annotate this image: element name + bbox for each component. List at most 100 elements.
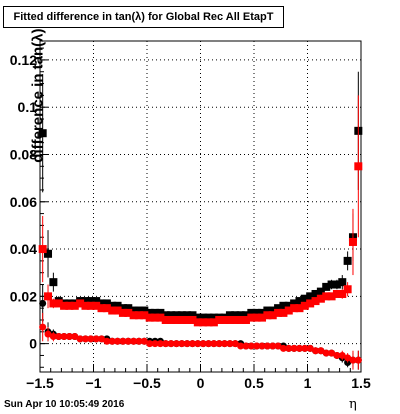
data-point-circle — [162, 340, 170, 348]
data-point-circle — [295, 344, 303, 352]
data-point-square — [183, 315, 192, 324]
y-tick-label: 0.06 — [10, 194, 37, 210]
data-point-square — [338, 278, 347, 287]
data-point-square — [129, 306, 138, 315]
data-point-square — [274, 304, 283, 313]
data-point-square — [76, 299, 85, 308]
data-point-square — [177, 315, 186, 324]
data-point-square — [54, 299, 63, 308]
data-point-square — [279, 308, 288, 317]
data-point-square — [44, 292, 53, 301]
data-point-square — [274, 308, 283, 317]
data-point-square — [209, 313, 218, 322]
data-point-square — [348, 237, 357, 246]
data-point-square — [92, 301, 101, 310]
x-tick-label: −1 — [86, 375, 102, 391]
y-tick-label: 0.04 — [10, 241, 37, 257]
data-point-circle — [199, 340, 207, 348]
data-point-square — [252, 313, 261, 322]
data-point-square — [241, 311, 250, 320]
data-point-square — [140, 311, 149, 320]
data-point-circle — [119, 337, 127, 345]
data-point-square — [177, 311, 186, 320]
data-point-square — [145, 313, 154, 322]
data-point-square — [236, 315, 245, 324]
data-point-square — [129, 311, 138, 320]
data-point-square — [124, 304, 133, 313]
data-point-circle — [44, 330, 52, 338]
data-point-square — [161, 311, 170, 320]
data-point-circle — [338, 351, 346, 359]
data-point-square — [300, 294, 309, 303]
data-point-square — [102, 299, 111, 308]
data-point-square — [204, 313, 213, 322]
data-point-circle — [274, 342, 282, 350]
data-point-square — [268, 306, 277, 315]
data-point-square — [145, 308, 154, 317]
data-point-circle — [183, 340, 191, 348]
data-point-square — [295, 304, 304, 313]
data-point-square — [44, 249, 53, 258]
data-point-square — [65, 301, 74, 310]
data-point-square — [225, 315, 234, 324]
data-point-square — [263, 311, 272, 320]
data-point-square — [188, 315, 197, 324]
data-point-square — [97, 299, 106, 308]
data-point-circle — [172, 340, 180, 348]
data-point-square — [284, 301, 293, 310]
x-tick-label: −0.5 — [133, 375, 161, 391]
data-point-square — [258, 308, 267, 317]
data-point-square — [327, 292, 336, 301]
data-point-square — [343, 256, 352, 265]
data-point-square — [322, 292, 331, 301]
y-tick-label: 0.08 — [10, 146, 37, 162]
data-point-square — [316, 294, 325, 303]
data-point-circle — [317, 347, 325, 355]
data-point-circle — [156, 340, 164, 348]
x-tick-label: −1.5 — [26, 375, 54, 391]
data-point-circle — [247, 342, 255, 350]
data-point-square — [172, 315, 181, 324]
data-point-circle — [140, 337, 148, 345]
data-point-square — [140, 306, 149, 315]
data-point-square — [86, 301, 95, 310]
data-point-square — [311, 289, 320, 298]
data-point-circle — [87, 335, 95, 343]
data-point-circle — [263, 342, 271, 350]
data-point-circle — [81, 335, 89, 343]
data-point-square — [311, 297, 320, 306]
data-point-circle — [71, 333, 79, 341]
data-point-square — [167, 311, 176, 320]
y-axis-label: difference in tan(λ) — [29, 28, 47, 163]
data-point-square — [322, 282, 331, 291]
data-point-square — [38, 129, 47, 138]
data-point-circle — [226, 340, 234, 348]
data-point-square — [108, 301, 117, 310]
data-point-square — [247, 308, 256, 317]
data-point-circle — [55, 333, 63, 341]
data-point-square — [327, 280, 336, 289]
data-point-circle — [322, 349, 330, 357]
data-point-square — [284, 306, 293, 315]
x-tick-label: 1.5 — [351, 375, 371, 391]
data-point-square — [92, 297, 101, 306]
data-point-square — [70, 301, 79, 310]
data-point-circle — [205, 340, 213, 348]
data-point-square — [38, 245, 47, 254]
data-point-circle — [124, 337, 132, 345]
data-point-square — [81, 301, 90, 310]
x-tick-label: 0 — [197, 375, 205, 391]
data-point-circle — [103, 337, 111, 345]
data-point-square — [134, 311, 143, 320]
data-point-square — [354, 162, 363, 171]
data-point-circle — [349, 356, 357, 364]
data-point-square — [183, 311, 192, 320]
data-point-circle — [98, 335, 106, 343]
y-tick-label: 0.02 — [10, 288, 37, 304]
data-point-square — [118, 308, 127, 317]
data-point-circle — [215, 340, 223, 348]
data-point-square — [97, 304, 106, 313]
data-point-square — [231, 311, 240, 320]
x-axis-label: η — [349, 397, 357, 412]
data-point-square — [268, 311, 277, 320]
